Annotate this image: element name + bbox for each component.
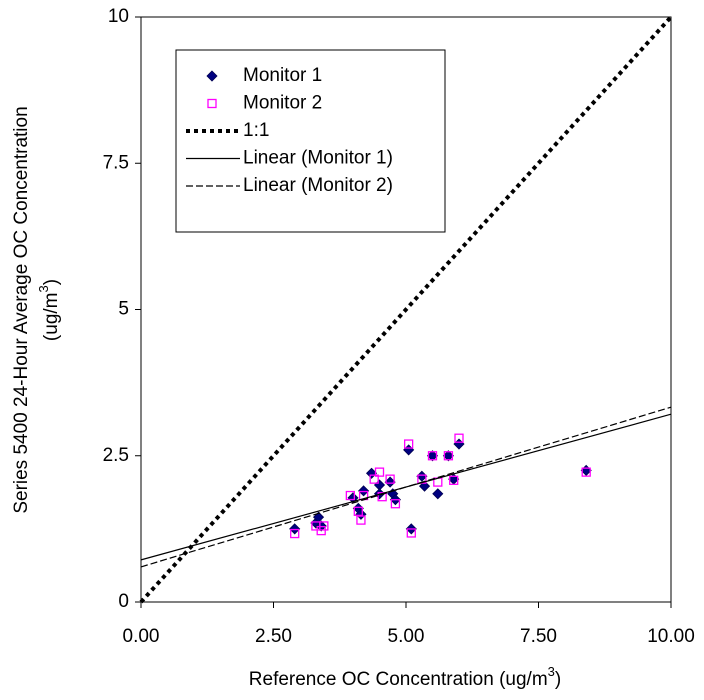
trend-line (140, 406, 672, 568)
trend-line (139, 15, 673, 604)
x-axis-title: Reference OC Concentration (ug/m3) (249, 664, 561, 690)
point (290, 528, 300, 539)
y-tick-label: 5 (118, 299, 129, 320)
point (289, 523, 301, 535)
legend-label: Monitor 1 (243, 65, 322, 86)
x-tick-label: 0.00 (123, 626, 160, 647)
point (442, 450, 454, 462)
y-tick-label: 2.5 (103, 445, 129, 466)
legend-label: Monitor 2 (243, 93, 322, 114)
point (369, 474, 379, 484)
x-tick-label: 2.50 (255, 626, 292, 647)
point (384, 476, 396, 488)
y-axis-title-line: (ug/m3) (36, 279, 62, 341)
y-tick-label: 10 (108, 6, 129, 27)
point (443, 451, 454, 461)
x-tick-label: 7.50 (520, 626, 557, 647)
point (353, 506, 363, 516)
y-tick-label: 7.5 (103, 152, 129, 173)
y-axis-title-line: Series 5400 24-Hour Average OC Concentra… (11, 106, 32, 513)
legend-label: Linear (Monitor 2) (243, 175, 393, 196)
point (356, 515, 366, 525)
legend-label: 1:1 (243, 120, 269, 141)
point (377, 492, 387, 502)
legend-label: Linear (Monitor 1) (243, 148, 393, 169)
legend-swatch (206, 70, 218, 82)
point (454, 433, 464, 443)
point (581, 467, 591, 477)
point (432, 488, 444, 500)
point (385, 474, 395, 484)
point (345, 490, 356, 501)
point (403, 439, 414, 449)
legend-swatch (207, 98, 217, 109)
y-tick-label: 0 (118, 591, 129, 612)
legend: Monitor 1 Monitor 2 1:1 Linear (Monitor 1) L… (175, 49, 446, 233)
point (427, 451, 438, 461)
point (319, 521, 329, 531)
y-axis-title: Series 5400 24-Hour Average OC Concentra… (11, 106, 62, 513)
x-tick-label: 10.00 (647, 626, 695, 647)
x-tick-label: 5.00 (388, 626, 425, 647)
point (374, 467, 385, 477)
point (449, 475, 459, 485)
point (390, 499, 401, 509)
point (406, 528, 416, 538)
point (358, 485, 370, 497)
point (316, 525, 326, 536)
point (426, 450, 439, 462)
point (355, 508, 367, 520)
point (315, 520, 327, 532)
legend-box (175, 49, 446, 233)
